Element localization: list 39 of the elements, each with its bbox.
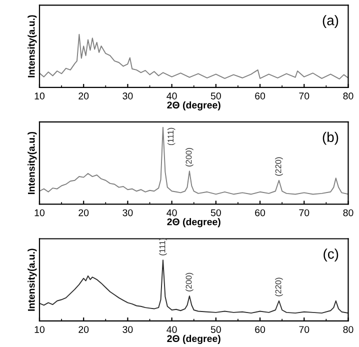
x-tick-label: 10 xyxy=(34,92,45,100)
x-axis-title: 2Θ (degree) xyxy=(167,101,220,110)
x-tick-label: 60 xyxy=(255,209,266,216)
x-tick-label: 80 xyxy=(343,326,354,333)
x-tick-label: 50 xyxy=(210,209,221,216)
x-tick-label: 80 xyxy=(343,209,354,216)
text: (a) xyxy=(322,15,338,28)
y-axis-title: Intensity(a.u.) xyxy=(28,132,37,194)
x-tick-label: 30 xyxy=(122,92,133,100)
annotation: (c) xyxy=(324,248,338,262)
x-tick-label: 60 xyxy=(255,92,266,100)
y-axis-title: Intensity(a.u.) xyxy=(28,248,37,311)
x-tick-label: 70 xyxy=(299,326,310,333)
x-tick-label: 40 xyxy=(166,326,177,333)
x-tick-label: 40 xyxy=(166,92,177,100)
annotation: (220) xyxy=(275,157,283,176)
annotation: (b) xyxy=(322,132,338,145)
annotation: (111) xyxy=(167,128,176,146)
annotation: (220) xyxy=(275,278,283,296)
x-tick-label: 50 xyxy=(210,326,221,333)
x-axis-title: 2Θ (degree) xyxy=(167,334,220,344)
x-tick-label: 70 xyxy=(299,92,310,100)
x-tick-label: 80 xyxy=(343,92,354,100)
x-tick-label: 20 xyxy=(78,326,89,333)
x-tick-label: 20 xyxy=(78,92,89,100)
x-tick-label: 40 xyxy=(166,209,177,216)
x-tick-label: 20 xyxy=(78,209,89,216)
x-axis-title: 2Θ (degree) xyxy=(167,218,220,228)
annotation: (111) xyxy=(159,238,167,256)
x-tick-label: 30 xyxy=(122,326,133,333)
x-tick-label: 70 xyxy=(299,209,310,216)
x-tick-label: 30 xyxy=(122,209,133,216)
x-tick-label: 10 xyxy=(34,209,45,216)
x-tick-label: 10 xyxy=(34,326,45,333)
annotation: (200) xyxy=(186,272,194,292)
y-axis-title: Intensity(a.u.) xyxy=(28,15,37,78)
x-tick-label: 50 xyxy=(210,92,221,100)
x-tick-label: 60 xyxy=(255,326,266,333)
annotation: (200) xyxy=(186,148,194,166)
